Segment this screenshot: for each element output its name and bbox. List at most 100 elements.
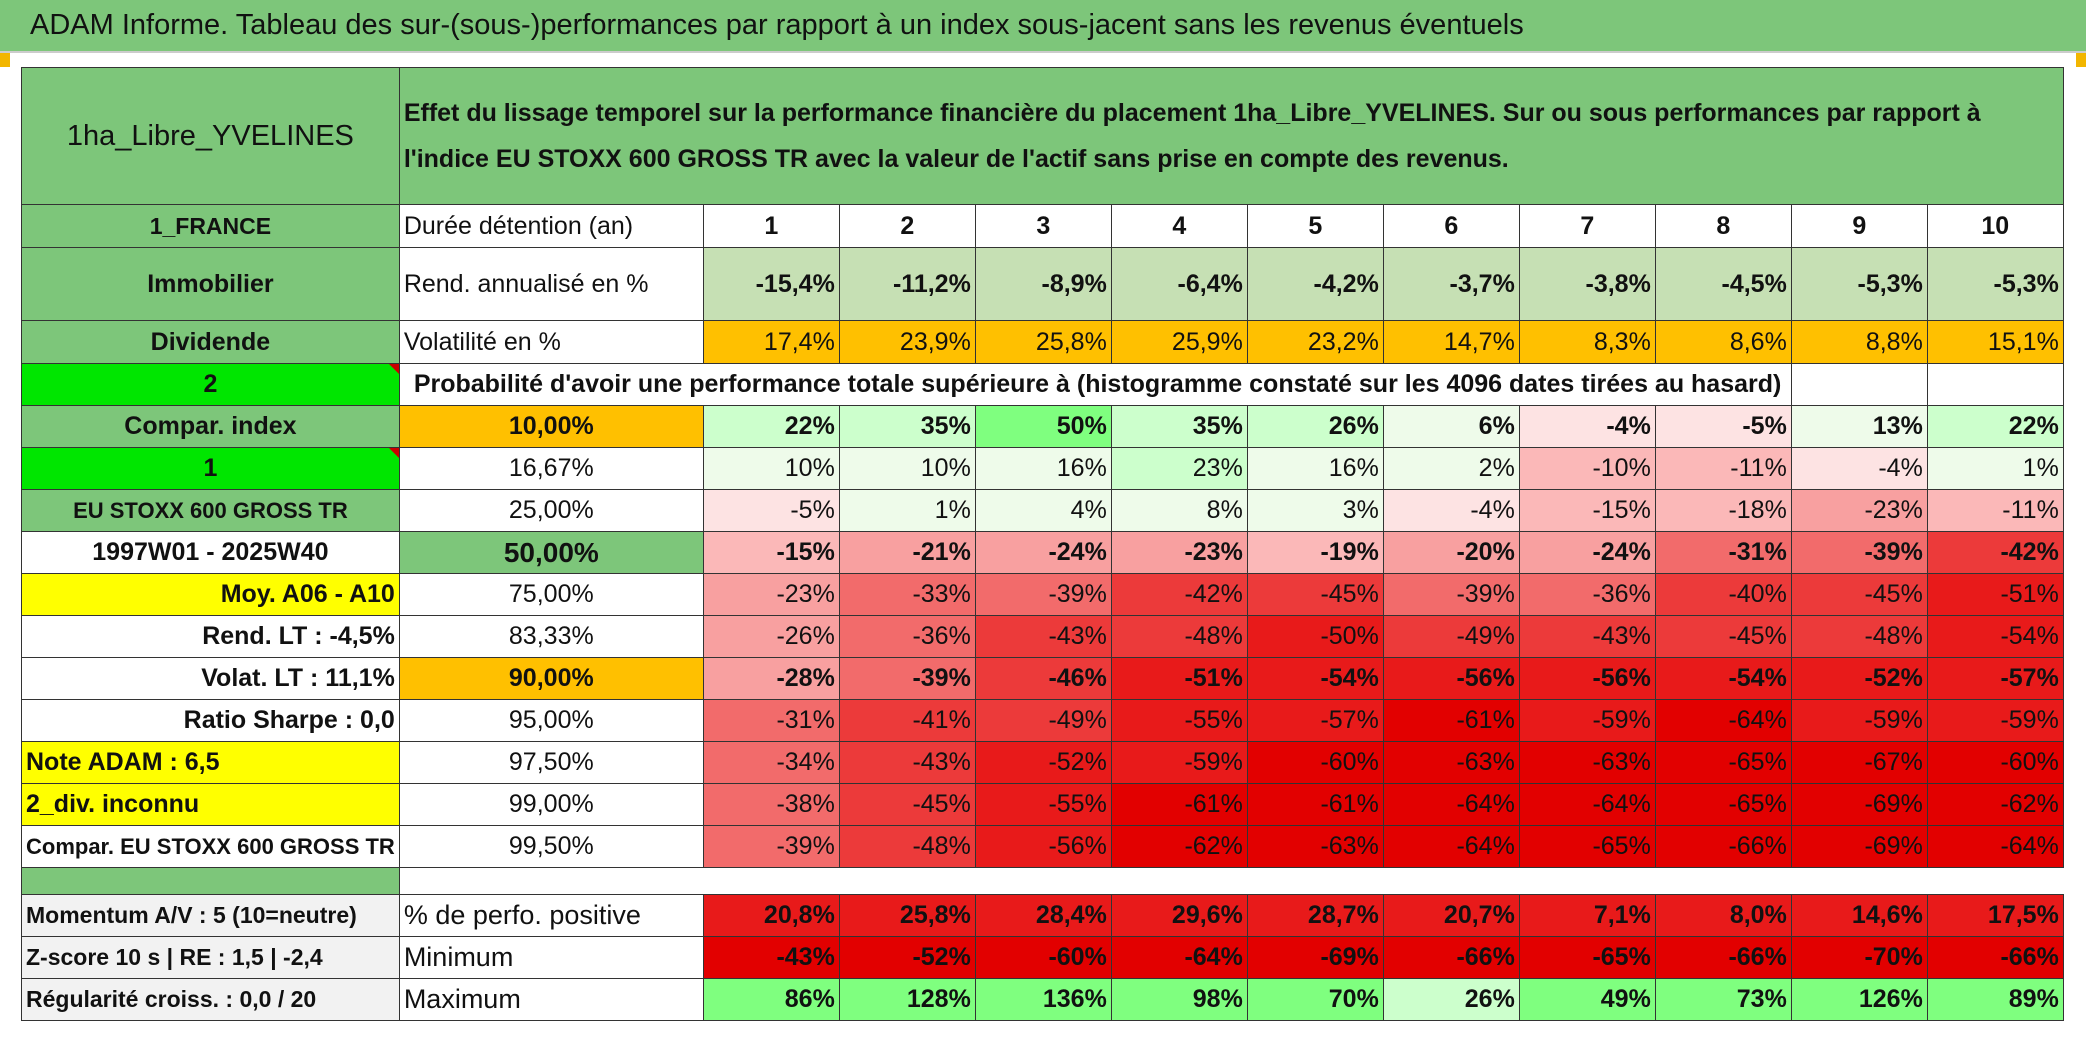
moy-label: Moy. A06 - A10 [21, 573, 400, 616]
percentile-label: 25,00% [398, 489, 704, 532]
volatility-value: 14,7% [1382, 320, 1520, 364]
div-label: 2_div. inconnu [21, 783, 400, 826]
probability-label: Probabilité d'avoir une performance tota… [398, 363, 1792, 406]
sharpe-label: Ratio Sharpe : 0,0 [21, 699, 400, 742]
percentile-row: Compar. EU STOXX 600 GROSS TR 99,50% -39% -… [21, 825, 2064, 868]
separator-green [21, 867, 400, 895]
percentile-label: 75,00% [398, 573, 704, 616]
percentile-value: -45% [1654, 615, 1792, 658]
percentile-value: -4% [1382, 489, 1520, 532]
percentile-value: -38% [702, 783, 840, 826]
minimum-value: -52% [838, 936, 976, 979]
percentile-value: -5% [702, 489, 840, 532]
percentile-value: 16% [1246, 447, 1384, 490]
percentile-value: -63% [1518, 741, 1656, 784]
maximum-value: 128% [838, 978, 976, 1021]
percentile-value: -23% [1790, 489, 1928, 532]
positive-value: 25,8% [838, 894, 976, 937]
maximum-value: 126% [1790, 978, 1928, 1021]
percentile-value: -65% [1518, 825, 1656, 868]
percentile-value: -61% [1246, 783, 1384, 826]
minimum-value: -43% [702, 936, 840, 979]
percentile-value: -59% [1518, 699, 1656, 742]
selector-one[interactable]: 1 [21, 447, 400, 490]
percentile-row: Moy. A06 - A10 75,00% -23% -33% -39% -42% -45%… [21, 573, 2064, 616]
maximum-value: 136% [974, 978, 1112, 1021]
compar-index-label: Compar. index [21, 405, 400, 448]
percentile-value: -60% [1926, 741, 2064, 784]
positive-value: 29,6% [1110, 894, 1248, 937]
volatility-value: 8,6% [1654, 320, 1792, 364]
zscore-label: Z-score 10 s | RE : 1,5 | -2,4 [21, 936, 400, 979]
percentile-row: Rend. LT : -4,5% 83,33% -26% -36% -43% -48% -5… [21, 615, 2064, 658]
separator-blank [399, 867, 2064, 895]
positive-label: % de perfo. positive [398, 894, 704, 937]
duration-year: 10 [1926, 204, 2064, 248]
percentile-value: 10% [702, 447, 840, 490]
percentile-value: -63% [1382, 741, 1520, 784]
duration-year: 7 [1518, 204, 1656, 248]
minimum-value: -65% [1518, 936, 1656, 979]
percentile-value: -15% [1518, 489, 1656, 532]
percentile-value: 35% [838, 405, 976, 448]
volatility-value: 25,8% [974, 320, 1112, 364]
percentile-value: -45% [1790, 573, 1928, 616]
return-value: -6,4% [1110, 247, 1248, 321]
percentile-value: -66% [1654, 825, 1792, 868]
duration-year: 5 [1246, 204, 1384, 248]
percentile-value: -45% [1246, 573, 1384, 616]
percentile-value: 22% [1926, 405, 2064, 448]
percentile-value: -52% [1790, 657, 1928, 700]
percentile-value: -56% [1518, 657, 1656, 700]
period-label: 1997W01 - 2025W40 [21, 531, 400, 574]
percentile-value: -62% [1926, 783, 2064, 826]
selector-two[interactable]: 2 [21, 363, 400, 406]
percentile-value: -21% [838, 531, 976, 574]
percentile-value: -10% [1518, 447, 1656, 490]
percentile-value: -63% [1246, 825, 1384, 868]
percentile-value: -39% [1382, 573, 1520, 616]
separator-row [21, 867, 2064, 895]
maximum-value: 49% [1518, 978, 1656, 1021]
percentile-label: 10,00% [398, 405, 704, 448]
percentile-value: -19% [1246, 531, 1384, 574]
volatility-value: 23,9% [838, 320, 976, 364]
percentile-value: -36% [1518, 573, 1656, 616]
stats-row: Z-score 10 s | RE : 1,5 | -2,4 Minimum -43… [21, 936, 2064, 979]
percentile-value: -39% [974, 573, 1112, 616]
compar-full-label: Compar. EU STOXX 600 GROSS TR [21, 825, 400, 868]
percentile-value: -64% [1518, 783, 1656, 826]
duration-year: 9 [1790, 204, 1928, 248]
percentile-value: -23% [1110, 531, 1248, 574]
return-value: -8,9% [974, 247, 1112, 321]
minimum-value: -66% [1382, 936, 1520, 979]
percentile-value: -40% [1654, 573, 1792, 616]
minimum-label: Minimum [398, 936, 704, 979]
percentile-row: Volat. LT : 11,1% 90,00% -28% -39% -46% -51% -… [21, 657, 2064, 700]
duration-year: 8 [1654, 204, 1792, 248]
percentile-value: -11% [1926, 489, 2064, 532]
percentile-value: -5% [1654, 405, 1792, 448]
return-value: -3,8% [1518, 247, 1656, 321]
minimum-value: -60% [974, 936, 1112, 979]
percentile-value: 22% [702, 405, 840, 448]
positive-value: 7,1% [1518, 894, 1656, 937]
volatility-value: 25,9% [1110, 320, 1248, 364]
percentile-value: -67% [1790, 741, 1928, 784]
positive-value: 14,6% [1790, 894, 1928, 937]
percentile-value: -48% [838, 825, 976, 868]
percentile-value: -64% [1382, 783, 1520, 826]
percentile-row: EU STOXX 600 GROSS TR 25,00% -5% 1% 4% 8% 3% -4… [21, 489, 2064, 532]
percentile-value: -46% [974, 657, 1112, 700]
header-row: 1ha_Libre_YVELINES Effet du lissage temp… [21, 67, 2064, 205]
percentile-value: 3% [1246, 489, 1384, 532]
percentile-value: -64% [1926, 825, 2064, 868]
volatility-value: 23,2% [1246, 320, 1384, 364]
percentile-value: 8% [1110, 489, 1248, 532]
percentile-label: 95,00% [398, 699, 704, 742]
duration-year: 3 [974, 204, 1112, 248]
percentile-value: -33% [838, 573, 976, 616]
volatility-value: 15,1% [1926, 320, 2064, 364]
positive-value: 8,0% [1654, 894, 1792, 937]
percentile-value: 35% [1110, 405, 1248, 448]
